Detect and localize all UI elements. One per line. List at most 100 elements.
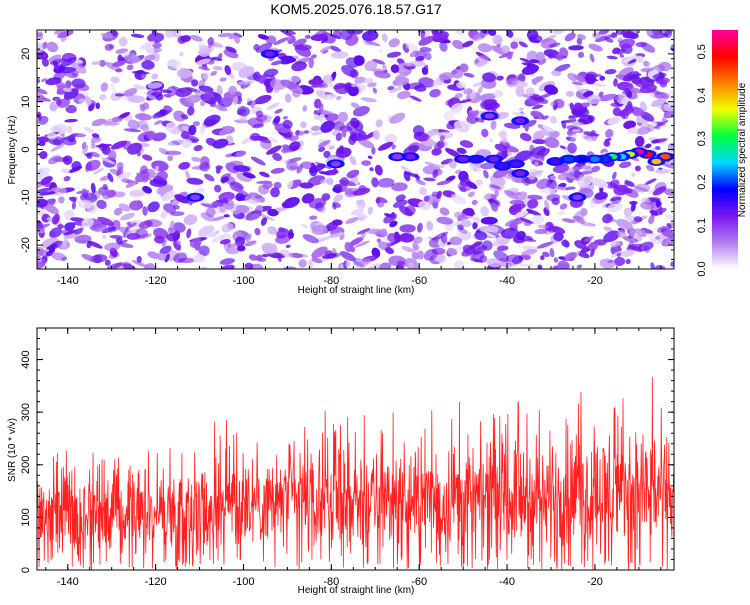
noise-speckle <box>519 57 533 64</box>
noise-speckle <box>180 35 192 43</box>
spectrogram-y-ticks: -20 -10 0 10 20 <box>20 29 674 270</box>
noise-speckle <box>301 224 308 229</box>
noise-speckle <box>345 217 359 224</box>
noise-speckle <box>346 30 363 35</box>
noise-speckle <box>606 55 618 60</box>
noise-speckle <box>384 246 395 255</box>
noise-speckle <box>463 88 473 95</box>
noise-speckle <box>638 241 654 252</box>
noise-speckle <box>567 142 577 154</box>
noise-speckle <box>349 156 357 166</box>
noise-speckle <box>171 140 181 146</box>
noise-speckle <box>612 107 622 117</box>
noise-speckle <box>180 130 190 140</box>
noise-speckle <box>131 260 148 268</box>
noise-speckle <box>472 221 478 230</box>
noise-speckle <box>610 240 621 248</box>
noise-speckle <box>247 117 264 128</box>
noise-speckle <box>584 235 594 242</box>
noise-speckle <box>371 147 376 155</box>
noise-speckle <box>284 93 292 103</box>
noise-speckle <box>223 214 230 218</box>
noise-speckle <box>118 36 128 47</box>
noise-speckle <box>170 211 185 217</box>
noise-speckle <box>286 180 294 189</box>
noise-speckle <box>483 193 492 200</box>
noise-speckle <box>395 194 406 202</box>
noise-speckle <box>652 72 667 79</box>
noise-speckle <box>399 224 416 233</box>
noise-speckle <box>486 257 503 268</box>
noise-speckle <box>316 89 326 98</box>
noise-speckle <box>508 203 526 212</box>
snr-panel: -140 -120 -100 -80 -60 -40 -20 0 100 200 300 400 <box>20 327 675 588</box>
noise-speckle <box>489 138 494 143</box>
noise-speckle <box>224 65 232 76</box>
noise-speckle <box>648 215 655 225</box>
noise-speckle <box>298 259 307 268</box>
noise-speckle <box>603 226 613 233</box>
noise-speckle <box>135 113 152 121</box>
noise-speckle <box>431 247 446 255</box>
noise-speckle <box>275 207 287 212</box>
noise-speckle <box>453 260 465 269</box>
y-tick-label: 300 <box>20 403 32 421</box>
noise-speckle <box>285 57 297 63</box>
noise-speckle <box>518 263 534 268</box>
noise-speckle <box>220 176 230 183</box>
noise-speckle <box>336 95 342 101</box>
noise-speckle <box>636 126 651 135</box>
noise-speckle <box>63 134 78 140</box>
noise-speckle <box>185 170 191 181</box>
noise-speckle <box>345 34 359 46</box>
noise-speckle <box>328 145 335 150</box>
noise-speckle <box>436 180 451 186</box>
noise-speckle <box>604 138 612 142</box>
noise-speckle <box>610 250 624 258</box>
noise-speckle <box>292 90 301 98</box>
noise-speckle <box>479 255 488 263</box>
noise-speckle <box>480 99 498 110</box>
noise-speckle <box>199 161 211 172</box>
noise-speckle <box>75 83 90 92</box>
noise-speckle <box>577 51 585 59</box>
noise-speckle <box>330 51 349 59</box>
noise-speckle <box>142 185 153 194</box>
noise-speckle <box>664 30 673 39</box>
noise-speckle <box>371 247 381 259</box>
noise-speckle <box>176 68 193 79</box>
noise-speckle <box>622 31 635 39</box>
noise-speckle <box>300 84 313 93</box>
noise-speckle <box>587 116 593 123</box>
noise-speckle <box>257 74 267 84</box>
noise-speckle <box>70 62 87 74</box>
feature-core <box>550 158 561 165</box>
noise-speckle <box>117 242 134 248</box>
noise-speckle <box>425 32 430 37</box>
noise-speckle <box>289 141 301 151</box>
noise-speckle <box>633 183 651 193</box>
noise-speckle <box>223 49 239 59</box>
noise-speckle <box>418 200 431 211</box>
noise-speckle <box>561 239 570 248</box>
noise-speckle <box>542 251 550 258</box>
noise-speckle <box>605 129 614 138</box>
noise-speckle <box>185 94 201 104</box>
noise-speckle <box>326 178 334 185</box>
noise-speckle <box>591 178 609 189</box>
noise-speckle <box>372 87 378 94</box>
noise-speckle <box>616 48 626 55</box>
noise-speckle <box>617 107 635 117</box>
feature-core <box>471 156 482 162</box>
noise-speckle <box>175 87 193 98</box>
noise-speckle <box>382 63 387 71</box>
noise-speckle <box>575 85 589 95</box>
noise-speckle <box>273 37 289 46</box>
noise-speckle <box>563 166 580 176</box>
noise-speckle <box>526 50 538 62</box>
noise-speckle <box>235 150 247 158</box>
noise-speckle <box>266 102 280 110</box>
noise-speckle <box>104 259 111 266</box>
noise-speckle <box>147 32 165 43</box>
noise-speckle <box>527 199 539 209</box>
